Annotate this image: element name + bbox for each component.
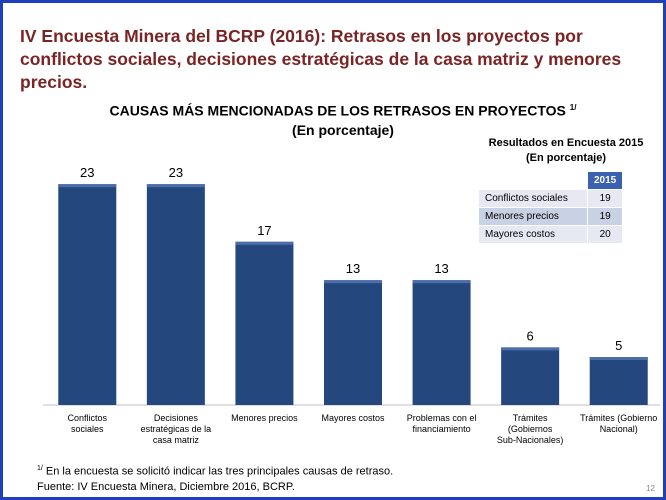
data-label: 13 — [434, 261, 448, 276]
bar — [412, 280, 471, 405]
category-label: Conflictos sociales — [68, 413, 108, 434]
bar-top-highlight — [412, 280, 471, 284]
data-label: 17 — [257, 223, 271, 238]
bar-top-highlight — [501, 347, 560, 351]
table-row-label: Menores precios — [478, 207, 588, 226]
category-label: Trámites (Gobiernos Sub-Nacionales) — [497, 413, 564, 445]
results-table-title: Resultados en Encuesta 2015 — [488, 137, 644, 149]
results-table-title-block: Resultados en Encuesta 2015 (En porcenta… — [471, 136, 661, 166]
results-table-header-row: 2015 — [478, 171, 624, 190]
data-label: 5 — [615, 338, 622, 353]
table-row-label: Conflictos sociales — [478, 189, 588, 208]
bar — [324, 280, 382, 405]
bar-top-highlight — [235, 241, 294, 245]
bar — [501, 347, 560, 405]
bar — [146, 184, 205, 405]
category-label: Problemas con el financiamiento — [407, 413, 477, 434]
results-table-subtitle: (En porcentaje) — [525, 152, 607, 164]
chart-title-block: CAUSAS MÁS MENCIONADAS DE LOS RETRASOS E… — [63, 98, 623, 140]
table-row: Conflictos sociales 19 — [478, 189, 624, 208]
footnote-text: En la encuesta se solicitó indicar las t… — [42, 465, 394, 478]
results-table: 2015 Conflictos sociales 19 Menores prec… — [478, 171, 624, 244]
page-number: 12 — [646, 484, 655, 493]
results-table-header-blank — [478, 171, 588, 190]
slide-title: IV Encuesta Minera del BCRP (2016): Retr… — [20, 26, 622, 92]
data-label: 23 — [169, 165, 183, 180]
category-label: Menores precios — [231, 413, 298, 423]
bar-top-highlight — [589, 357, 648, 360]
chart-title: CAUSAS MÁS MENCIONADAS DE LOS RETRASOS E… — [109, 102, 566, 119]
bar — [58, 184, 117, 405]
bar-top-highlight — [324, 280, 382, 284]
table-row-value: 20 — [586, 225, 624, 244]
data-label: 6 — [527, 328, 534, 343]
results-table-header-year: 2015 — [586, 171, 624, 190]
category-label: Decisiones estratégicas de la casa matriz — [141, 413, 212, 445]
data-label: 13 — [346, 261, 360, 276]
bar — [589, 357, 648, 405]
bar — [235, 241, 294, 405]
chart-subtitle: (En porcentaje) — [292, 121, 394, 138]
table-row-value: 19 — [586, 189, 624, 208]
table-row: Menores precios 19 — [478, 207, 624, 226]
bar-chart: 23 Conflictos sociales 23 Decisiones estratég… — [43, 165, 660, 445]
table-row: Mayores costos 20 — [478, 225, 624, 244]
table-row-label: Mayores costos — [478, 225, 588, 244]
table-row-value: 19 — [586, 207, 624, 226]
category-label: Trámites (Gobierno Nacional) — [580, 413, 657, 434]
chart-title-footnote-mark: 1/ — [569, 103, 577, 112]
footnote: 1/ En la encuesta se solicitó indicar la… — [37, 461, 393, 495]
data-label: 23 — [80, 165, 94, 180]
footnote-mark: 1/ — [37, 465, 43, 472]
source-text: Fuente: IV Encuesta Minera, Diciembre 20… — [37, 480, 295, 493]
bar-top-highlight — [146, 184, 205, 188]
bar-top-highlight — [58, 184, 117, 188]
category-label: Mayores costos — [321, 413, 385, 423]
